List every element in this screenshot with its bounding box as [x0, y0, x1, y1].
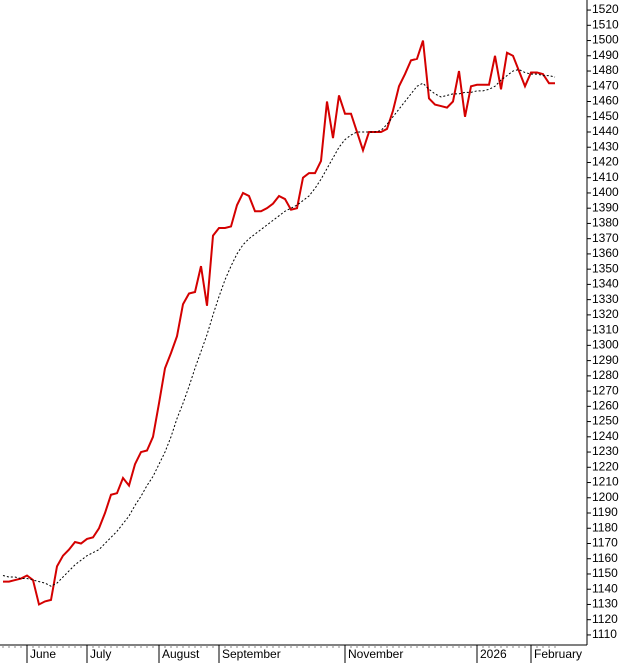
y-tick-label: 1410 [592, 170, 619, 184]
y-tick-label: 1220 [592, 459, 619, 473]
y-tick-label: 1450 [592, 109, 619, 123]
y-tick-label: 1210 [592, 475, 619, 489]
x-tick-label: 2026 [480, 647, 507, 661]
y-tick-label: 1430 [592, 139, 619, 153]
y-tick-label: 1470 [592, 78, 619, 92]
x-tick-label: June [30, 647, 56, 661]
y-tick-label: 1350 [592, 261, 619, 275]
line-series [2, 68, 556, 587]
y-tick-label: 1200 [592, 490, 619, 504]
y-tick-label: 1340 [592, 277, 619, 291]
y-tick-label: 1370 [592, 231, 619, 245]
y-tick-label: 1420 [592, 155, 619, 169]
y-tick-label: 1120 [592, 612, 618, 626]
y-tick-label: 1150 [592, 566, 618, 580]
y-tick-label: 1160 [592, 551, 618, 565]
y-tick-label: 1490 [592, 48, 619, 62]
y-tick-label: 1460 [592, 94, 619, 108]
x-tick-label: July [90, 647, 111, 661]
y-tick-label: 1440 [592, 124, 619, 138]
y-tick-label: 1520 [592, 2, 619, 16]
x-tick-label: November [348, 647, 403, 661]
y-tick-label: 1380 [592, 216, 619, 230]
y-tick-label: 1310 [592, 322, 619, 336]
y-tick-label: 1110 [592, 627, 617, 641]
x-tick-label: September [222, 647, 281, 661]
y-tick-label: 1240 [592, 429, 619, 443]
x-tick-label: August [162, 647, 200, 661]
y-tick-label: 1500 [592, 33, 619, 47]
y-tick-label: 1330 [592, 292, 619, 306]
y-tick-label: 1170 [592, 536, 618, 550]
x-tick-label: February [534, 647, 582, 661]
y-tick-label: 1320 [592, 307, 619, 321]
y-tick-label: 1300 [592, 338, 619, 352]
y-tick-label: 1280 [592, 368, 619, 382]
y-tick-label: 1250 [592, 414, 619, 428]
y-tick-label: 1390 [592, 200, 619, 214]
y-tick-label: 1260 [592, 398, 619, 412]
y-tick-label: 1360 [592, 246, 619, 260]
y-tick-label: 1230 [592, 444, 619, 458]
y-tick-label: 1130 [592, 597, 618, 611]
y-tick-label: 1480 [592, 63, 619, 77]
y-tick-label: 1290 [592, 353, 619, 367]
y-tick-label: 1180 [592, 520, 618, 534]
y-tick-label: 1400 [592, 185, 619, 199]
line-series [3, 40, 555, 606]
y-tick-label: 1510 [592, 17, 619, 31]
y-tick-label: 1190 [592, 505, 618, 519]
y-tick-label: 1270 [592, 383, 619, 397]
y-tick-label: 1140 [592, 581, 618, 595]
